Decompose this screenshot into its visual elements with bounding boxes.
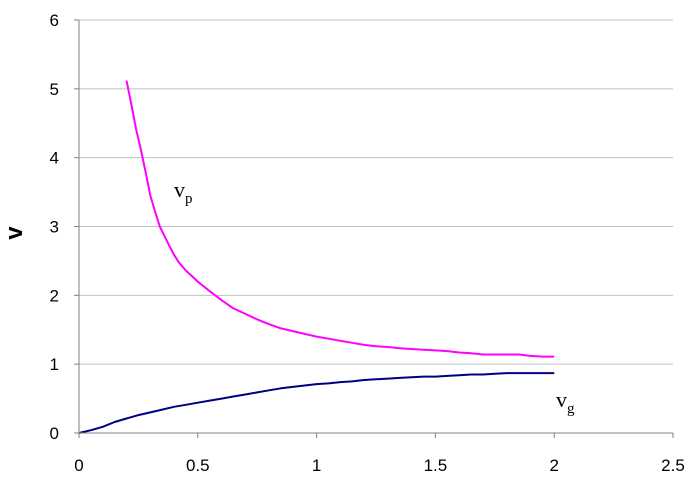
x-tick-label-0: 0 xyxy=(74,456,83,475)
y-tick-label-6: 6 xyxy=(50,11,59,30)
axes xyxy=(74,19,674,438)
y-tick-labels: 0 1 2 3 4 5 6 xyxy=(50,11,59,443)
y-tick-label-3: 3 xyxy=(50,218,59,237)
series-lines xyxy=(78,80,555,434)
y-tick-label-0: 0 xyxy=(50,424,59,443)
y-tick-label-4: 4 xyxy=(50,149,59,168)
series-label-vp: vp xyxy=(174,177,193,207)
series-line-vg xyxy=(78,372,555,434)
x-tick-labels: 0 0.5 1 1.5 2 2.5 xyxy=(74,456,685,475)
series-label-main: v xyxy=(174,177,185,202)
series-label-subscript: g xyxy=(567,401,575,417)
series-label-main: v xyxy=(556,387,567,412)
x-tick-label-3: 1.5 xyxy=(424,456,448,475)
y-tick-label-1: 1 xyxy=(50,355,59,374)
y-tick-label-5: 5 xyxy=(50,80,59,99)
x-tick-label-2: 1 xyxy=(312,456,321,475)
series-line-vp xyxy=(125,80,555,358)
horizontal-gridlines xyxy=(79,19,673,365)
x-tick-label-4: 2 xyxy=(549,456,558,475)
x-tick-label-1: 0.5 xyxy=(186,456,210,475)
series-label-vg: vg xyxy=(556,387,575,417)
x-tick-label-5: 2.5 xyxy=(661,456,685,475)
series-label-subscript: p xyxy=(185,191,193,207)
y-tick-label-2: 2 xyxy=(50,286,59,305)
y-axis-title: v xyxy=(1,226,28,240)
